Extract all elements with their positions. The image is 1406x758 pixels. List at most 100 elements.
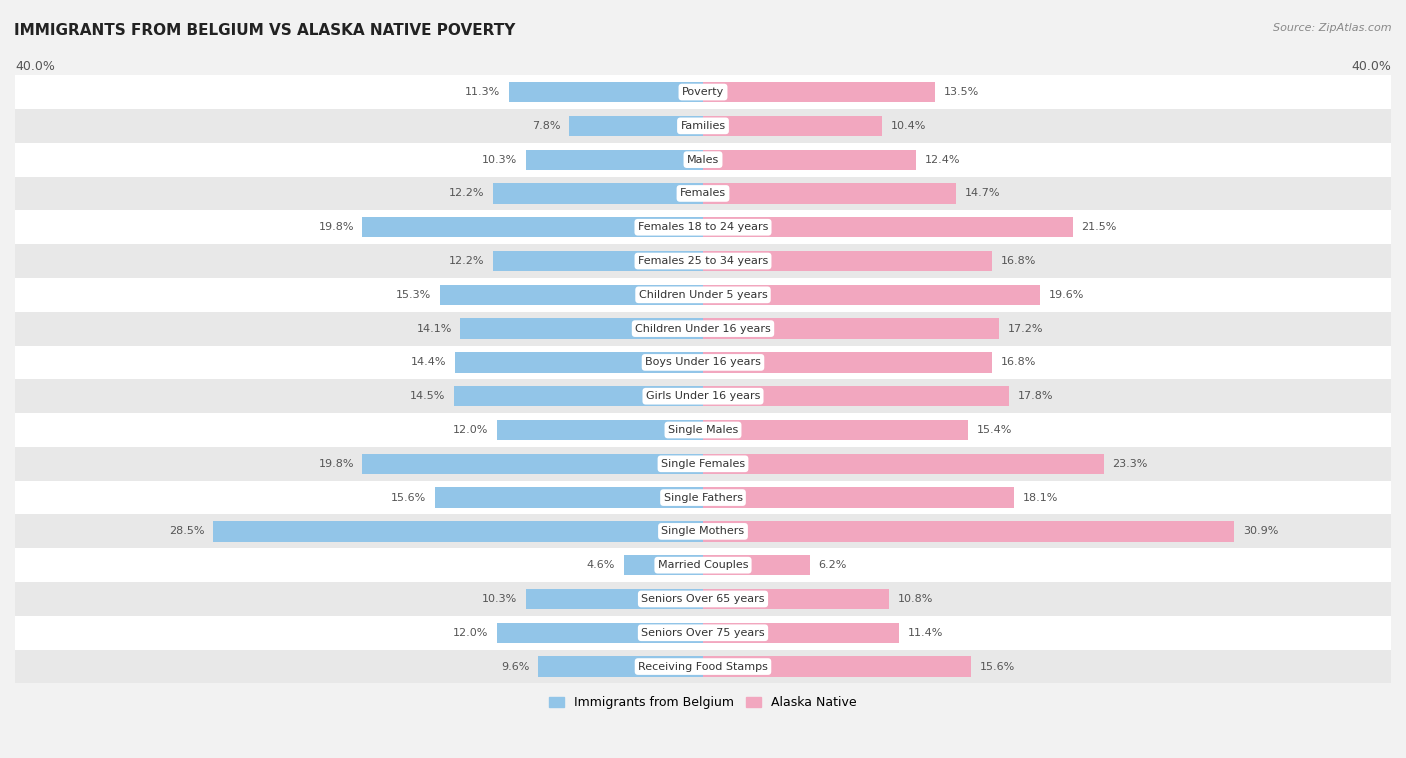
Bar: [440, 285, 703, 305]
Text: Single Females: Single Females: [661, 459, 745, 468]
Bar: [15, 210, 1391, 244]
Bar: [15, 75, 1391, 109]
Bar: [703, 622, 898, 643]
Bar: [15, 413, 1391, 447]
Text: 15.3%: 15.3%: [396, 290, 432, 300]
Bar: [212, 522, 703, 541]
Bar: [494, 251, 703, 271]
Text: 15.4%: 15.4%: [977, 425, 1012, 435]
Text: 14.5%: 14.5%: [409, 391, 446, 401]
Bar: [15, 177, 1391, 210]
Text: Seniors Over 65 years: Seniors Over 65 years: [641, 594, 765, 604]
Text: 9.6%: 9.6%: [501, 662, 529, 672]
Bar: [461, 318, 703, 339]
Bar: [15, 244, 1391, 278]
Bar: [496, 420, 703, 440]
Text: Poverty: Poverty: [682, 87, 724, 97]
Bar: [15, 615, 1391, 650]
Text: Females 18 to 24 years: Females 18 to 24 years: [638, 222, 768, 232]
Bar: [456, 352, 703, 372]
Text: 14.1%: 14.1%: [416, 324, 451, 334]
Text: Females: Females: [681, 189, 725, 199]
Text: Receiving Food Stamps: Receiving Food Stamps: [638, 662, 768, 672]
Bar: [363, 217, 703, 237]
Bar: [703, 386, 1010, 406]
Text: 17.8%: 17.8%: [1018, 391, 1053, 401]
Text: Families: Families: [681, 121, 725, 131]
Bar: [494, 183, 703, 204]
Legend: Immigrants from Belgium, Alaska Native: Immigrants from Belgium, Alaska Native: [544, 691, 862, 714]
Text: 10.3%: 10.3%: [482, 155, 517, 164]
Text: 16.8%: 16.8%: [1001, 358, 1036, 368]
Text: Source: ZipAtlas.com: Source: ZipAtlas.com: [1274, 23, 1392, 33]
Bar: [703, 352, 993, 372]
Bar: [703, 318, 998, 339]
Bar: [703, 420, 967, 440]
Bar: [434, 487, 703, 508]
Text: 4.6%: 4.6%: [586, 560, 616, 570]
Text: 28.5%: 28.5%: [169, 526, 204, 537]
Bar: [15, 278, 1391, 312]
Bar: [538, 656, 703, 677]
Bar: [15, 481, 1391, 515]
Text: Seniors Over 75 years: Seniors Over 75 years: [641, 628, 765, 637]
Text: 21.5%: 21.5%: [1081, 222, 1116, 232]
Text: 19.8%: 19.8%: [318, 459, 354, 468]
Text: 40.0%: 40.0%: [15, 60, 55, 74]
Text: 11.4%: 11.4%: [908, 628, 943, 637]
Bar: [703, 656, 972, 677]
Text: 15.6%: 15.6%: [980, 662, 1015, 672]
Bar: [15, 109, 1391, 143]
Bar: [703, 183, 956, 204]
Text: 16.8%: 16.8%: [1001, 256, 1036, 266]
Bar: [703, 589, 889, 609]
Bar: [15, 582, 1391, 615]
Text: Females 25 to 34 years: Females 25 to 34 years: [638, 256, 768, 266]
Bar: [624, 555, 703, 575]
Text: Boys Under 16 years: Boys Under 16 years: [645, 358, 761, 368]
Bar: [526, 589, 703, 609]
Text: 14.7%: 14.7%: [965, 189, 1000, 199]
Bar: [15, 346, 1391, 379]
Bar: [454, 386, 703, 406]
Text: 12.4%: 12.4%: [925, 155, 960, 164]
Bar: [703, 453, 1104, 474]
Bar: [509, 82, 703, 102]
Text: 23.3%: 23.3%: [1112, 459, 1147, 468]
Bar: [703, 522, 1234, 541]
Bar: [703, 487, 1014, 508]
Text: Males: Males: [688, 155, 718, 164]
Bar: [703, 149, 917, 170]
Text: 30.9%: 30.9%: [1243, 526, 1278, 537]
Text: Single Males: Single Males: [668, 425, 738, 435]
Bar: [15, 548, 1391, 582]
Text: 10.3%: 10.3%: [482, 594, 517, 604]
Bar: [496, 622, 703, 643]
Text: Children Under 16 years: Children Under 16 years: [636, 324, 770, 334]
Bar: [703, 251, 993, 271]
Bar: [703, 555, 810, 575]
Bar: [15, 515, 1391, 548]
Text: Single Fathers: Single Fathers: [664, 493, 742, 503]
Bar: [15, 650, 1391, 684]
Text: Girls Under 16 years: Girls Under 16 years: [645, 391, 761, 401]
Text: 19.6%: 19.6%: [1049, 290, 1084, 300]
Bar: [703, 217, 1073, 237]
Text: 10.8%: 10.8%: [897, 594, 932, 604]
Bar: [15, 379, 1391, 413]
Bar: [15, 312, 1391, 346]
Bar: [703, 285, 1040, 305]
Text: 17.2%: 17.2%: [1008, 324, 1043, 334]
Text: 15.6%: 15.6%: [391, 493, 426, 503]
Bar: [703, 116, 882, 136]
Text: 11.3%: 11.3%: [465, 87, 501, 97]
Text: 7.8%: 7.8%: [531, 121, 560, 131]
Bar: [703, 82, 935, 102]
Bar: [526, 149, 703, 170]
Text: 6.2%: 6.2%: [818, 560, 846, 570]
Bar: [569, 116, 703, 136]
Text: 12.2%: 12.2%: [449, 256, 485, 266]
Text: 18.1%: 18.1%: [1024, 493, 1059, 503]
Text: 19.8%: 19.8%: [318, 222, 354, 232]
Text: IMMIGRANTS FROM BELGIUM VS ALASKA NATIVE POVERTY: IMMIGRANTS FROM BELGIUM VS ALASKA NATIVE…: [14, 23, 516, 38]
